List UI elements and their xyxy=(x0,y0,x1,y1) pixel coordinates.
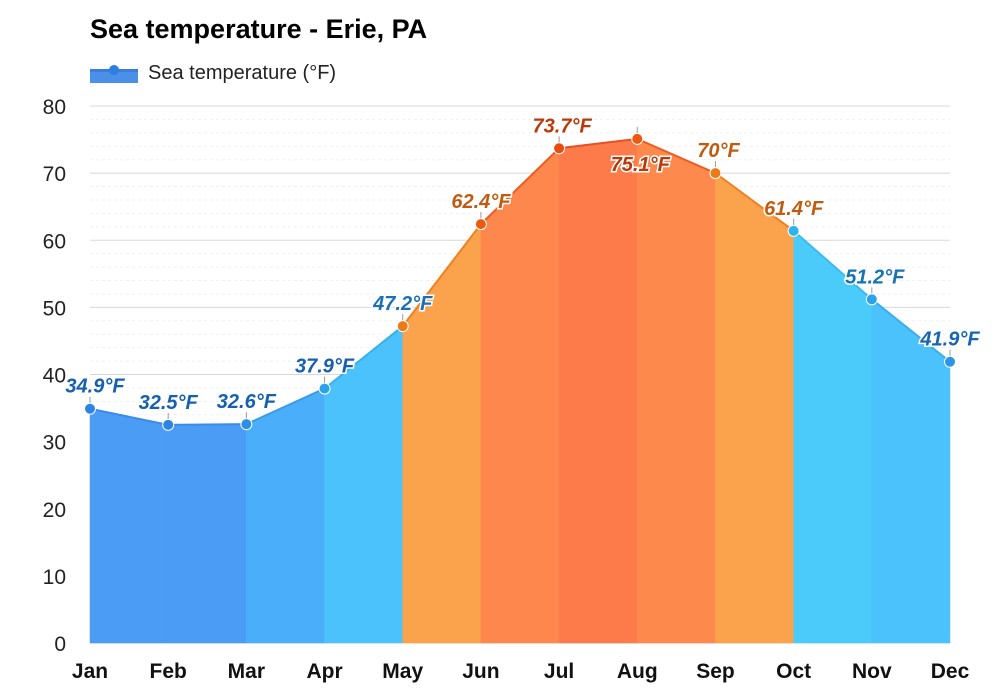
y-tick-label: 50 xyxy=(43,297,66,320)
data-point xyxy=(709,167,722,180)
data-point xyxy=(162,418,175,431)
data-label: 41.9°F xyxy=(919,329,980,351)
x-tick-label: Apr xyxy=(306,660,342,683)
area-segment xyxy=(402,223,482,644)
series-line-segment xyxy=(401,223,482,327)
x-tick-label: Feb xyxy=(150,660,187,683)
data-label: 70°F xyxy=(697,140,740,162)
series-line-segment xyxy=(636,137,716,175)
data-label: 51.2°F xyxy=(845,266,905,288)
area-segment xyxy=(167,423,247,644)
data-point xyxy=(787,224,800,237)
area-segment xyxy=(871,298,951,644)
data-point xyxy=(944,355,956,368)
series-line-segment xyxy=(89,407,169,426)
x-tick-label: Nov xyxy=(852,660,892,683)
y-tick-label: 40 xyxy=(43,365,66,388)
area-segment xyxy=(715,172,794,644)
data-label: 34.9°F xyxy=(65,376,125,398)
data-point xyxy=(396,320,409,333)
data-label: 61.4°F xyxy=(764,198,824,220)
data-label: 32.5°F xyxy=(139,392,199,414)
data-label: 37.9°F xyxy=(295,356,355,378)
area-segment xyxy=(89,408,169,644)
series-line-segment xyxy=(480,147,560,225)
series-line-segment xyxy=(168,423,247,426)
y-tick-label: 60 xyxy=(43,230,66,253)
y-tick-label: 30 xyxy=(43,432,66,455)
data-point xyxy=(84,402,96,415)
y-tick-label: 0 xyxy=(54,633,66,656)
series-line-segment xyxy=(323,325,404,390)
series-line-segment xyxy=(245,387,325,426)
data-label: 47.2°F xyxy=(372,293,433,315)
x-tick-label: Oct xyxy=(776,660,811,683)
legend-swatch xyxy=(90,63,138,85)
series-line-segment xyxy=(871,298,951,363)
data-label: 75.1°F xyxy=(611,154,671,176)
x-tick-label: Jul xyxy=(544,660,574,683)
data-label: 73.7°F xyxy=(533,115,593,137)
y-tick-label: 10 xyxy=(43,566,66,589)
legend-label: Sea temperature (°F) xyxy=(148,62,337,84)
data-point xyxy=(553,142,566,155)
area-segment xyxy=(637,138,716,644)
x-tick-label: Jun xyxy=(462,660,499,683)
area-segment xyxy=(793,230,873,644)
series-line-segment xyxy=(558,137,638,150)
data-label: 62.4°F xyxy=(451,191,511,213)
area-segment xyxy=(246,388,325,644)
area-segment xyxy=(480,147,560,644)
legend[interactable]: Sea temperature (°F) xyxy=(90,62,336,85)
data-point xyxy=(318,382,331,395)
x-tick-label: Dec xyxy=(931,660,970,683)
x-tick-label: Sep xyxy=(696,660,735,683)
x-tick-label: Aug xyxy=(617,660,658,683)
area-segment xyxy=(558,138,638,644)
y-tick-label: 20 xyxy=(43,499,66,522)
x-tick-label: Mar xyxy=(228,660,265,683)
y-tick-label: 80 xyxy=(43,96,66,119)
series-line-segment xyxy=(792,230,873,301)
data-point xyxy=(865,293,878,306)
data-label: 32.6°F xyxy=(217,391,277,413)
x-tick-label: May xyxy=(382,660,423,683)
chart-title: Sea temperature - Erie, PA xyxy=(90,14,428,44)
y-tick-label: 70 xyxy=(43,163,66,186)
data-point xyxy=(631,132,644,145)
data-point xyxy=(240,418,253,431)
x-tick-label: Jan xyxy=(72,660,108,683)
series-line-segment xyxy=(714,172,795,232)
data-point xyxy=(474,218,487,231)
